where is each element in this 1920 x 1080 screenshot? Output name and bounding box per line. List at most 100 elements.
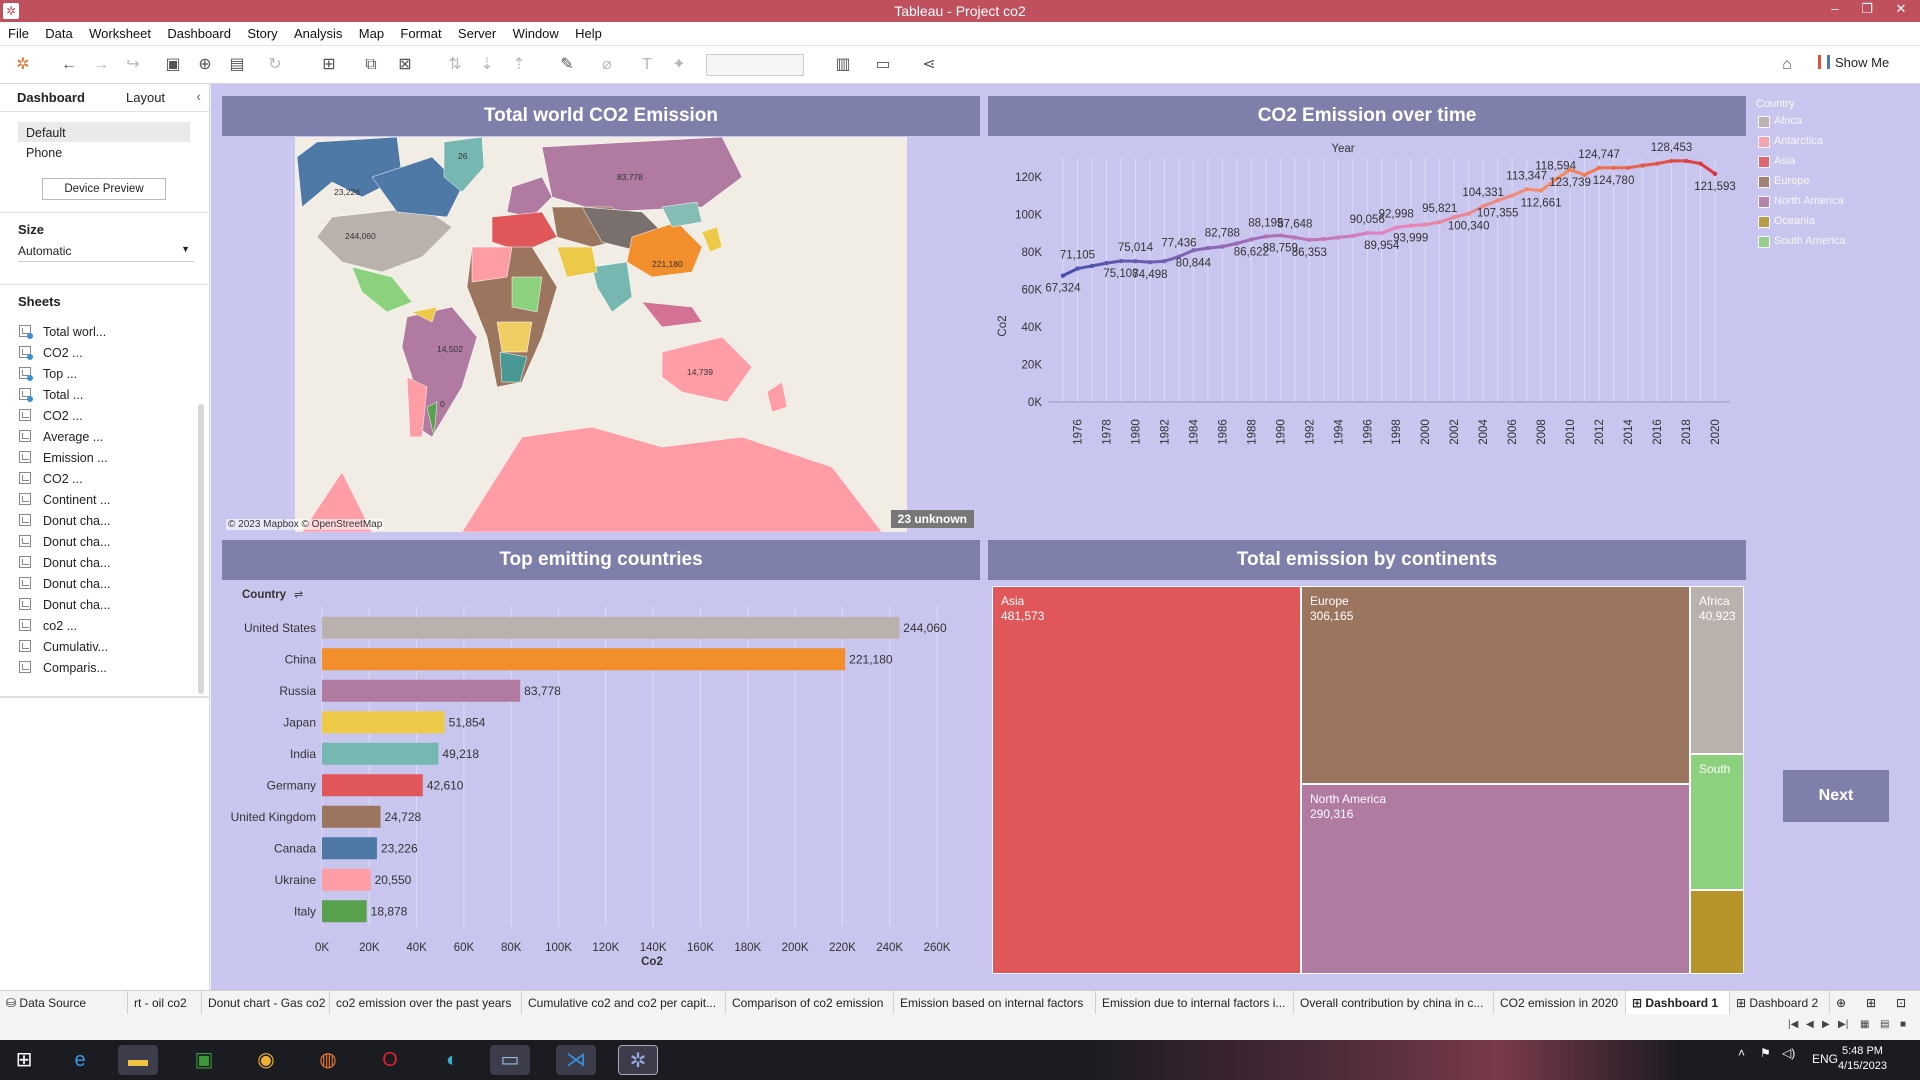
line-point[interactable] — [1249, 237, 1254, 242]
line-segment[interactable] — [1191, 246, 1210, 252]
tab-sheet[interactable]: Cumulative co2 and co2 per capit... — [522, 991, 726, 1015]
show-sheet-sorter-icon[interactable]: ▤ — [1880, 1019, 1890, 1030]
line-point[interactable] — [1437, 219, 1442, 225]
sheet-item[interactable]: Donut cha... — [18, 532, 198, 553]
line-point[interactable] — [1220, 244, 1225, 249]
line-point[interactable] — [1466, 211, 1471, 216]
map-region-russia[interactable] — [541, 137, 743, 213]
tab-data-source[interactable]: ⛁ Data Source — [0, 991, 128, 1015]
new-dashboard-icon[interactable]: ⊞ — [1866, 996, 1877, 1010]
line-point[interactable] — [1060, 273, 1066, 278]
presentation-mode-icon[interactable]: ▭ — [875, 56, 891, 73]
line-segment[interactable] — [1336, 234, 1355, 239]
map-region-canada[interactable] — [371, 156, 463, 218]
tab-sheet[interactable]: CO2 emission in 2020 — [1494, 991, 1626, 1015]
new-sheet-icon[interactable]: ⊞ — [322, 56, 336, 73]
tab-dashboard-1[interactable]: ⊞ Dashboard 1 — [1626, 991, 1730, 1015]
unknown-indicator[interactable]: 23 unknown — [890, 510, 974, 528]
fit-dropdown[interactable] — [706, 54, 804, 76]
sheet-item[interactable]: Emission ... — [18, 448, 198, 469]
minimize-icon[interactable]: – — [1831, 1, 1839, 16]
line-segment[interactable] — [1380, 225, 1398, 235]
line-point[interactable] — [1321, 236, 1326, 242]
last-page-icon[interactable]: ▶| — [1838, 1019, 1849, 1030]
replay-icon[interactable]: ↪ — [126, 56, 140, 73]
legend-item[interactable]: Antarctica — [1756, 133, 1906, 153]
map-region-alaska-canada-west[interactable] — [296, 137, 403, 208]
line-point[interactable] — [1553, 177, 1558, 182]
bar-chart[interactable]: Country ⇌ United States China Russia Japan I… — [222, 580, 980, 980]
line-segment[interactable] — [1438, 215, 1456, 224]
sort-ascending-icon[interactable]: ⇣ — [480, 56, 494, 73]
file-explorer-icon[interactable]: ▬ — [118, 1045, 158, 1075]
sheet-item[interactable]: Donut cha... — [18, 553, 198, 574]
line-segment[interactable] — [1409, 223, 1427, 228]
internet-explorer-icon[interactable]: e — [74, 1049, 86, 1071]
line-segment[interactable] — [1699, 162, 1717, 176]
line-point[interactable] — [1394, 225, 1399, 230]
sheet-item[interactable]: CO2 ... — [18, 469, 198, 490]
start-windows-icon[interactable]: ⊞ — [15, 1049, 33, 1071]
line-segment[interactable] — [1133, 259, 1152, 264]
sheet-item[interactable]: Cumulativ... — [18, 637, 198, 658]
menu-help[interactable]: Help — [575, 26, 602, 41]
show-cards-icon[interactable]: ▥ — [835, 56, 851, 73]
treemap[interactable]: Asia 481,573 Europe 306,165 North America 2… — [992, 586, 1744, 974]
new-story-icon[interactable]: ⊡ — [1896, 996, 1907, 1010]
tab-sheet[interactable]: Comparison of co2 emission — [726, 991, 894, 1015]
line-segment[interactable] — [1568, 168, 1587, 177]
first-page-icon[interactable]: |◀ — [1788, 1019, 1799, 1030]
language-indicator[interactable]: ENG — [1812, 1052, 1839, 1066]
line-point[interactable] — [1075, 266, 1080, 271]
line-segment[interactable] — [1264, 233, 1282, 238]
undo-icon[interactable]: ← — [61, 56, 77, 73]
bar[interactable] — [322, 648, 846, 671]
line-point[interactable] — [1118, 258, 1124, 264]
line-segment[interactable] — [1525, 187, 1543, 193]
pause-updates-icon[interactable]: ▤ — [229, 56, 245, 73]
show-tabs-icon[interactable]: ■ — [1900, 1019, 1907, 1030]
treemap-europe[interactable]: Europe 306,165 — [1301, 586, 1690, 784]
firefox-icon[interactable]: ◍ — [319, 1049, 337, 1071]
opera-icon[interactable]: O — [382, 1049, 398, 1071]
edge-icon[interactable]: ◐ — [445, 1049, 459, 1071]
line-point[interactable] — [1147, 259, 1153, 265]
line-point[interactable] — [1698, 161, 1703, 166]
next-button[interactable]: Next — [1783, 770, 1889, 822]
line-point[interactable] — [1596, 165, 1602, 171]
line-segment[interactable] — [1220, 241, 1239, 249]
line-point[interactable] — [1640, 163, 1645, 168]
fix-axes-icon[interactable]: ✦ — [672, 56, 686, 73]
menu-format[interactable]: Format — [400, 26, 442, 41]
device-preview-button[interactable]: Device Preview — [42, 178, 166, 200]
line-segment[interactable] — [1148, 259, 1166, 264]
device-default[interactable]: Default — [18, 122, 190, 142]
legend-item[interactable]: Africa — [1756, 113, 1906, 133]
sheet-item[interactable]: Total worl... — [18, 322, 198, 343]
sheet-item[interactable]: co2 ... — [18, 616, 198, 637]
treemap-africa[interactable]: Africa 40,923 — [1690, 586, 1744, 754]
line-point[interactable] — [1452, 214, 1457, 220]
bar[interactable] — [322, 742, 439, 765]
new-data-source-icon[interactable]: ⊕ — [198, 56, 212, 73]
share-icon[interactable]: ⋖ — [922, 56, 936, 73]
line-segment[interactable] — [1177, 248, 1195, 259]
line-segment[interactable] — [1307, 237, 1326, 242]
sheet-item[interactable]: Donut cha... — [18, 595, 198, 616]
line-segment[interactable] — [1641, 162, 1659, 168]
collapse-pane-icon[interactable]: ‹ — [196, 88, 201, 104]
line-segment[interactable] — [1249, 234, 1268, 241]
line-point[interactable] — [1350, 233, 1355, 239]
line-point[interactable] — [1538, 188, 1544, 193]
restore-icon[interactable]: ❐ — [1861, 1, 1873, 16]
map-region-japan[interactable] — [701, 226, 723, 253]
line-point[interactable] — [1176, 254, 1182, 259]
refresh-icon[interactable]: ↻ — [268, 56, 282, 73]
sheet-item[interactable]: Top ... — [18, 364, 198, 385]
chrome-icon[interactable]: ◉ — [257, 1049, 275, 1071]
menu-map[interactable]: Map — [358, 26, 385, 41]
tab-sheet[interactable]: Emission due to internal factors i... — [1096, 991, 1294, 1015]
line-segment[interactable] — [1293, 235, 1311, 242]
sort-icon[interactable]: ⇌ — [294, 589, 303, 601]
line-segment[interactable] — [1496, 194, 1514, 203]
